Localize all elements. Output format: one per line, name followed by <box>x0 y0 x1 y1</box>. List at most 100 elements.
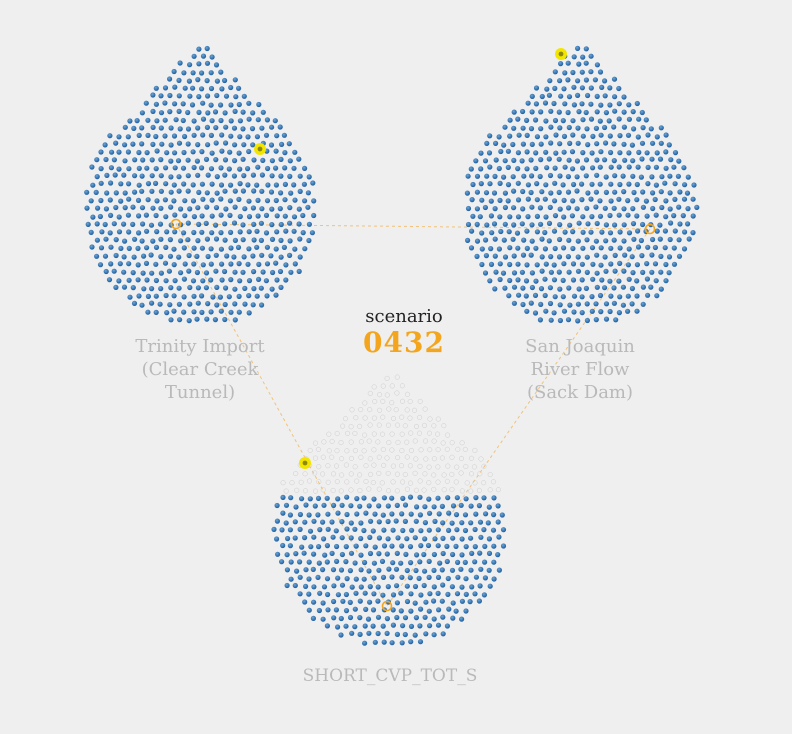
drop-dot <box>282 213 288 219</box>
drop-dot <box>648 284 654 290</box>
drop-dot <box>515 214 522 220</box>
drop-dot <box>150 141 156 147</box>
drop-dot <box>584 205 590 211</box>
drop-dot <box>562 70 568 76</box>
drop-dot <box>390 463 396 469</box>
drop-dot <box>348 439 354 445</box>
drop-dot <box>402 631 408 638</box>
drop-dot <box>691 182 697 188</box>
drop-dot <box>88 198 94 204</box>
drop-dot <box>296 268 302 274</box>
drop-dot <box>612 252 618 258</box>
drop-dot <box>580 133 586 139</box>
drop-dot <box>418 543 424 549</box>
drop-dot <box>458 502 464 508</box>
drop-dot <box>199 165 205 171</box>
drop-dot <box>273 292 279 298</box>
drop-dot <box>542 100 549 106</box>
drop-dot <box>579 261 586 267</box>
drop-dot <box>425 542 432 549</box>
drop-dot <box>672 228 678 234</box>
drop-dot <box>576 220 582 226</box>
drop-dot <box>492 206 498 212</box>
drop-dot <box>145 117 151 123</box>
drop-dot <box>263 278 269 284</box>
drop-dot <box>469 471 475 477</box>
drop-dot <box>222 188 228 194</box>
drop-dot <box>214 92 220 99</box>
drop-dot <box>385 518 391 525</box>
drop-dot <box>682 229 688 235</box>
drop-dot <box>385 470 391 476</box>
drop-dot <box>672 181 678 187</box>
drop-dot <box>486 504 492 510</box>
drop-dot <box>219 277 225 283</box>
drop-dot <box>561 86 567 92</box>
drop-dot <box>640 189 646 195</box>
drop-dot <box>144 228 150 234</box>
drop-dot <box>208 102 214 108</box>
drop-dot <box>496 534 502 540</box>
drop-dot <box>435 431 441 437</box>
drop-dot <box>515 150 522 156</box>
drop-dot <box>445 575 451 582</box>
drop-dot <box>580 54 586 60</box>
drop-dot <box>584 269 590 275</box>
drop-dot <box>468 567 474 573</box>
drop-dot <box>338 440 344 446</box>
drop-dot <box>584 301 590 307</box>
drop-dot <box>561 149 567 155</box>
drop-dot <box>223 206 229 212</box>
drop-dot <box>576 286 582 292</box>
drop-dot <box>400 623 406 629</box>
drop-dot <box>566 205 572 211</box>
drop-dot <box>546 238 552 244</box>
drop-dot <box>672 196 678 202</box>
drop-dot <box>539 189 545 195</box>
drop-dot <box>182 261 188 267</box>
drop-dot <box>218 102 224 108</box>
drop-dot <box>394 471 400 477</box>
drop-dot <box>126 196 132 202</box>
drop-dot <box>657 222 663 228</box>
drop-dot <box>478 181 484 187</box>
drop-dot <box>200 53 207 59</box>
drop-dot <box>414 424 420 430</box>
drop-dot <box>459 456 465 462</box>
drop-dot <box>308 544 314 550</box>
drop-dot <box>385 503 391 509</box>
drop-dot <box>395 422 401 428</box>
drop-dot <box>354 511 360 517</box>
drop-dot <box>180 117 186 124</box>
drop-dot <box>181 276 187 282</box>
drop-dot <box>575 78 581 84</box>
drop-dot <box>357 488 363 494</box>
drop-dot <box>608 181 614 187</box>
drop-dot <box>232 158 238 164</box>
drop-dot <box>367 534 373 541</box>
drop-dot <box>543 118 549 124</box>
drop-dot <box>589 214 595 220</box>
drop-dot <box>153 244 160 250</box>
drop-dot <box>292 582 298 589</box>
drop-dot <box>185 237 191 243</box>
drop-dot <box>199 149 205 155</box>
drop-dot <box>671 213 677 219</box>
drop-dot <box>552 180 558 186</box>
drop-dot <box>357 472 363 478</box>
drop-dot <box>445 463 451 469</box>
drop-dot <box>492 286 498 292</box>
drop-dot <box>256 276 262 282</box>
drop-dot <box>171 293 177 299</box>
drop-dot <box>402 423 408 429</box>
drop-dot <box>607 133 613 139</box>
scenario-number[interactable]: 0432 <box>363 326 445 359</box>
drop-dot <box>597 118 603 124</box>
drop-dot <box>399 448 405 454</box>
drop-dot <box>611 158 617 164</box>
drop-dot <box>560 294 566 300</box>
drop-dot <box>561 133 568 139</box>
drop-dot <box>292 261 298 267</box>
drop-dot <box>481 495 487 501</box>
drop-dot <box>422 471 428 477</box>
